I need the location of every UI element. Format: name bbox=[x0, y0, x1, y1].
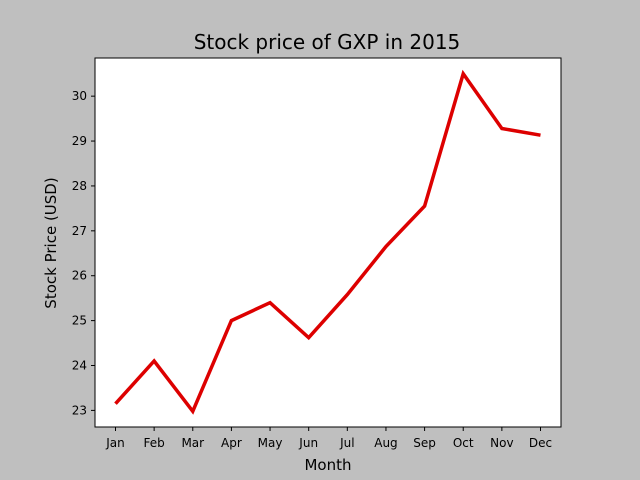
x-tick-label: Mar bbox=[181, 436, 204, 450]
x-tick-label: Jun bbox=[298, 436, 318, 450]
y-tick-label: 27 bbox=[72, 224, 87, 238]
y-axis: 23 24 25 26 27 28 29 30 bbox=[72, 89, 95, 417]
plot-area bbox=[94, 57, 562, 428]
y-tick-label: 24 bbox=[72, 359, 87, 373]
x-tick-label: Aug bbox=[374, 436, 397, 450]
y-tick-label: 29 bbox=[72, 134, 87, 148]
x-axis-label: Month bbox=[304, 456, 351, 474]
y-tick-label: 23 bbox=[72, 403, 87, 417]
x-tick-label: Feb bbox=[144, 436, 165, 450]
series-layer bbox=[114, 69, 541, 415]
x-tick-label: Oct bbox=[453, 436, 474, 450]
series-line bbox=[114, 69, 541, 415]
y-axis-label: Stock Price (USD) bbox=[42, 177, 60, 308]
chart-title: Stock price of GXP in 2015 bbox=[194, 30, 461, 54]
x-tick-label: Dec bbox=[529, 436, 552, 450]
x-tick-label: Jul bbox=[339, 436, 354, 450]
y-tick-label: 25 bbox=[72, 314, 87, 328]
y-tick-label: 30 bbox=[72, 89, 87, 103]
x-tick-label: Jan bbox=[105, 436, 125, 450]
x-axis: Jan Feb Mar Apr May Jun Jul Aug Sep Oct Nov Dec bbox=[105, 427, 552, 450]
x-tick-label: Apr bbox=[221, 436, 242, 450]
x-tick-label: May bbox=[258, 436, 283, 450]
x-tick-label: Sep bbox=[413, 436, 436, 450]
y-tick-label: 26 bbox=[72, 269, 87, 283]
y-tick-label: 28 bbox=[72, 179, 87, 193]
x-tick-label: Nov bbox=[490, 436, 513, 450]
